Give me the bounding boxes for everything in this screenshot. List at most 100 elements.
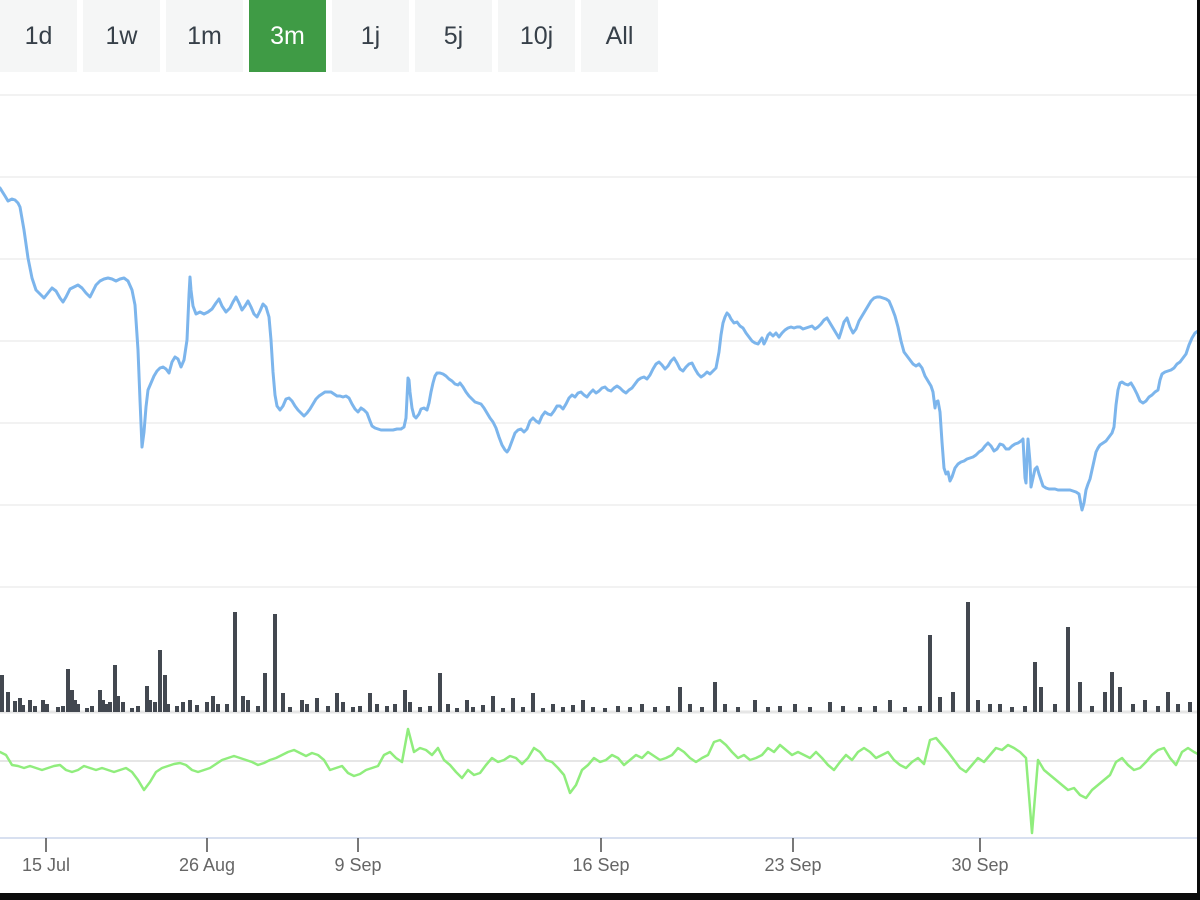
- volume-bar[interactable]: [571, 705, 575, 712]
- volume-bar[interactable]: [666, 706, 670, 712]
- volume-bar[interactable]: [988, 704, 992, 712]
- volume-bar[interactable]: [1090, 706, 1094, 712]
- volume-bar[interactable]: [181, 702, 185, 712]
- volume-bar[interactable]: [101, 700, 105, 712]
- volume-bar[interactable]: [136, 706, 140, 712]
- volume-bar[interactable]: [225, 704, 229, 712]
- volume-bar[interactable]: [541, 708, 545, 712]
- volume-bar[interactable]: [85, 708, 89, 712]
- volume-bar[interactable]: [408, 702, 412, 712]
- volume-bar[interactable]: [163, 675, 167, 712]
- volume-bar[interactable]: [76, 704, 80, 712]
- volume-bar[interactable]: [368, 693, 372, 712]
- volume-bar[interactable]: [521, 707, 525, 712]
- volume-bar[interactable]: [256, 706, 260, 712]
- volume-bar[interactable]: [153, 702, 157, 712]
- volume-bar[interactable]: [45, 704, 49, 712]
- volume-bar[interactable]: [1110, 672, 1114, 712]
- volume-bar[interactable]: [263, 673, 267, 712]
- volume-bar[interactable]: [1023, 706, 1027, 712]
- volume-bar[interactable]: [678, 687, 682, 712]
- volume-bar[interactable]: [976, 700, 980, 712]
- volume-bar[interactable]: [326, 706, 330, 712]
- volume-bar[interactable]: [1066, 627, 1070, 712]
- volume-bar[interactable]: [688, 704, 692, 712]
- volume-bar[interactable]: [1188, 702, 1192, 712]
- volume-bar[interactable]: [21, 705, 25, 712]
- volume-bar[interactable]: [778, 706, 782, 712]
- volume-bar[interactable]: [828, 702, 832, 712]
- volume-bar[interactable]: [166, 704, 170, 712]
- volume-bar[interactable]: [841, 706, 845, 712]
- volume-bar[interactable]: [341, 702, 345, 712]
- volume-bar[interactable]: [216, 704, 220, 712]
- volume-bar[interactable]: [471, 707, 475, 712]
- range-button-1d[interactable]: 1d: [0, 0, 77, 72]
- volume-bar[interactable]: [551, 704, 555, 712]
- volume-bar[interactable]: [273, 614, 277, 712]
- volume-bar[interactable]: [753, 700, 757, 712]
- volume-bar[interactable]: [70, 690, 74, 712]
- volume-bar[interactable]: [928, 635, 932, 712]
- volume-bar[interactable]: [18, 698, 22, 712]
- volume-bar[interactable]: [1131, 704, 1135, 712]
- volume-bar[interactable]: [41, 700, 45, 712]
- volume-bar[interactable]: [808, 707, 812, 712]
- volume-bar[interactable]: [211, 696, 215, 712]
- volume-bar[interactable]: [130, 708, 134, 712]
- volume-bar[interactable]: [640, 704, 644, 712]
- volume-bar[interactable]: [281, 693, 285, 712]
- volume-bar[interactable]: [158, 650, 162, 712]
- volume-bar[interactable]: [300, 700, 304, 712]
- volume-bar[interactable]: [1118, 687, 1122, 712]
- volume-bar[interactable]: [713, 682, 717, 712]
- range-button-3m[interactable]: 3m: [249, 0, 326, 72]
- volume-bar[interactable]: [61, 706, 65, 712]
- volume-bar[interactable]: [28, 700, 32, 712]
- volume-bar[interactable]: [603, 708, 607, 712]
- volume-bar[interactable]: [966, 602, 970, 712]
- volume-bar[interactable]: [73, 700, 77, 712]
- volume-bar[interactable]: [723, 704, 727, 712]
- volume-bar[interactable]: [1103, 692, 1107, 712]
- volume-bar[interactable]: [766, 707, 770, 712]
- volume-bar[interactable]: [591, 707, 595, 712]
- volume-bar[interactable]: [241, 696, 245, 712]
- volume-bar[interactable]: [918, 706, 922, 712]
- volume-bar[interactable]: [6, 692, 10, 712]
- volume-bar[interactable]: [195, 705, 199, 712]
- volume-bar[interactable]: [305, 704, 309, 712]
- volume-bar[interactable]: [511, 698, 515, 712]
- volume-bar[interactable]: [465, 700, 469, 712]
- volume-bar[interactable]: [1053, 704, 1057, 712]
- volume-bar[interactable]: [653, 707, 657, 712]
- volume-bar[interactable]: [148, 700, 152, 712]
- volume-bar[interactable]: [246, 700, 250, 712]
- volume-bar[interactable]: [455, 708, 459, 712]
- volume-bar[interactable]: [491, 696, 495, 712]
- volume-bar[interactable]: [233, 612, 237, 712]
- volume-bar[interactable]: [903, 707, 907, 712]
- volume-bar[interactable]: [145, 686, 149, 712]
- volume-bar[interactable]: [1078, 682, 1082, 712]
- volume-bar[interactable]: [403, 690, 407, 712]
- range-button-5j[interactable]: 5j: [415, 0, 492, 72]
- volume-bar[interactable]: [998, 704, 1002, 712]
- range-button-10j[interactable]: 10j: [498, 0, 575, 72]
- volume-bar[interactable]: [581, 700, 585, 712]
- volume-bar[interactable]: [358, 706, 362, 712]
- volume-bar[interactable]: [33, 706, 37, 712]
- volume-bar[interactable]: [793, 704, 797, 712]
- volume-bar[interactable]: [481, 705, 485, 712]
- price-line[interactable]: [0, 186, 1200, 512]
- volume-bar[interactable]: [616, 706, 620, 712]
- volume-bar[interactable]: [858, 707, 862, 712]
- volume-bar[interactable]: [393, 704, 397, 712]
- volume-bar[interactable]: [113, 665, 117, 712]
- volume-bar[interactable]: [90, 706, 94, 712]
- volume-bar[interactable]: [0, 675, 4, 712]
- volume-bar[interactable]: [700, 707, 704, 712]
- volume-bar[interactable]: [1143, 700, 1147, 712]
- volume-bar[interactable]: [288, 707, 292, 712]
- volume-bar[interactable]: [531, 693, 535, 712]
